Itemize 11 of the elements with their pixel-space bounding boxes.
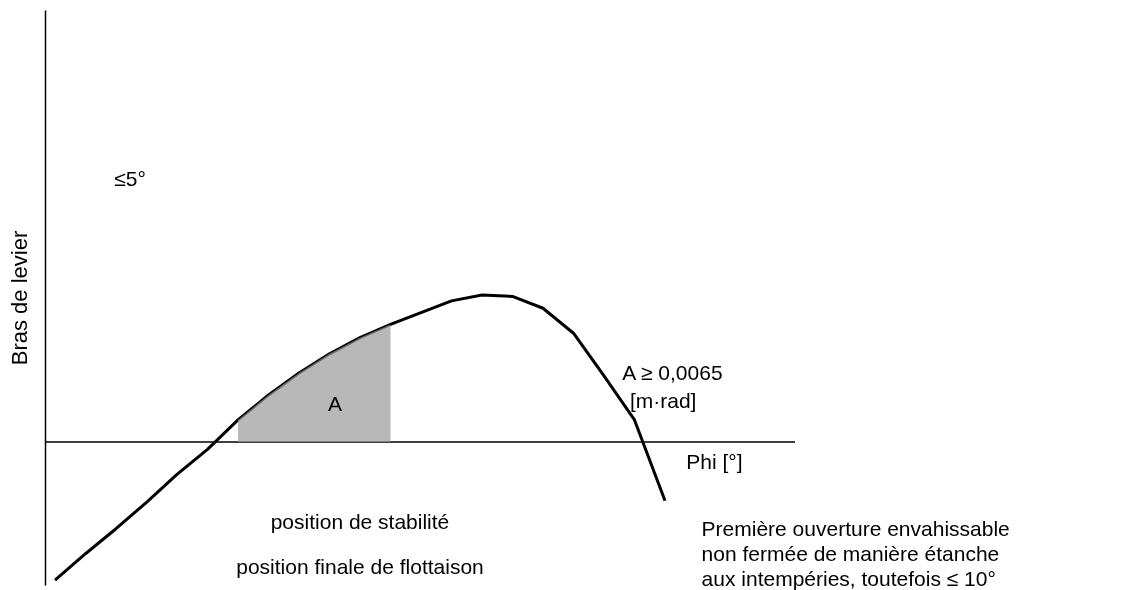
text: Première ouverture envahissable xyxy=(701,517,1010,541)
annotation: position de stabilité xyxy=(270,509,450,533)
y-axis-title: Bras de levier xyxy=(6,230,32,366)
annotation: A ≥ 0,0065 xyxy=(622,361,723,385)
text: ≤5° xyxy=(114,167,146,191)
text: non fermée de manière étanche xyxy=(701,542,1000,566)
x-axis-title: Phi [°] xyxy=(686,449,743,473)
annotation: A xyxy=(327,392,342,416)
annotation: position finale de flottaison xyxy=(236,555,484,579)
annotation: [m·rad] xyxy=(629,389,697,413)
text: aux intempéries, toutefois ≤ 10° xyxy=(701,567,996,590)
